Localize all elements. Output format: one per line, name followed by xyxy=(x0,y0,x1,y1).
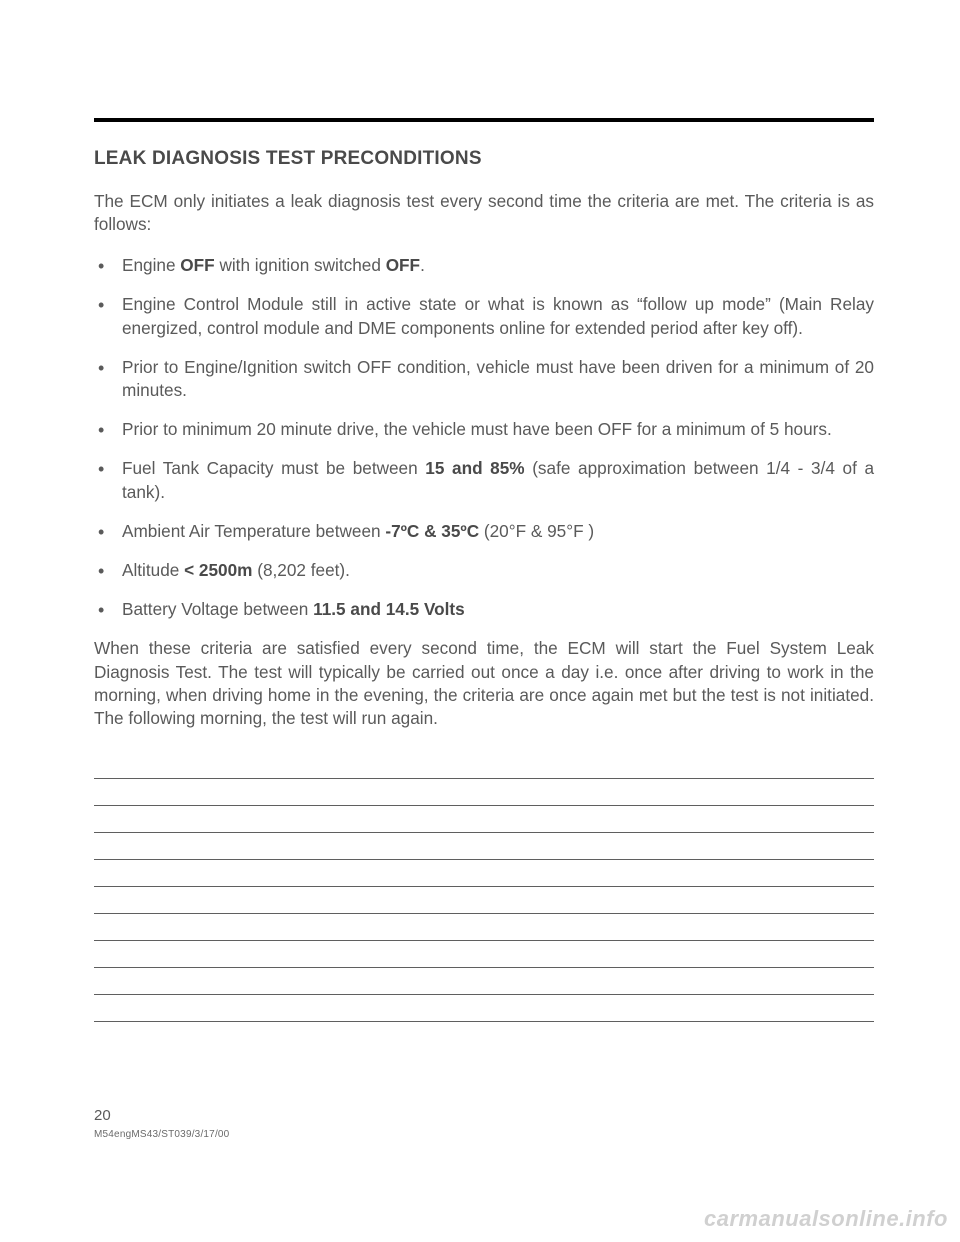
note-line xyxy=(94,968,874,995)
criteria-list: Engine OFF with ignition switched OFF. E… xyxy=(94,254,874,621)
list-text: . xyxy=(420,255,425,275)
list-item: Prior to Engine/Ignition switch OFF cond… xyxy=(94,356,874,402)
watermark: carmanualsonline.info xyxy=(704,1206,948,1232)
list-item: Battery Voltage between 11.5 and 14.5 Vo… xyxy=(94,598,874,621)
bold-text: < 2500m xyxy=(184,560,252,580)
doc-code: M54engMS43/ST039/3/17/00 xyxy=(94,1129,229,1140)
list-text: Fuel Tank Capacity must be between xyxy=(122,458,425,478)
list-text: Engine Control Module still in active st… xyxy=(122,294,874,337)
list-item: Altitude < 2500m (8,202 feet). xyxy=(94,559,874,582)
section-heading: LEAK DIAGNOSIS TEST PRECONDITIONS xyxy=(94,146,874,172)
closing-paragraph: When these criteria are satisfied every … xyxy=(94,637,874,730)
note-line xyxy=(94,860,874,887)
list-text: Engine xyxy=(122,255,180,275)
note-line xyxy=(94,914,874,941)
body-content: LEAK DIAGNOSIS TEST PRECONDITIONS The EC… xyxy=(94,118,874,1022)
bold-text: -7ºC & 35ºC xyxy=(385,521,479,541)
note-line xyxy=(94,779,874,806)
list-text: (20°F & 95°F ) xyxy=(479,521,594,541)
note-line xyxy=(94,752,874,779)
note-line xyxy=(94,995,874,1022)
note-line xyxy=(94,941,874,968)
list-text: (8,202 feet). xyxy=(252,560,349,580)
list-item: Fuel Tank Capacity must be between 15 an… xyxy=(94,457,874,503)
list-text: Altitude xyxy=(122,560,184,580)
list-item: Engine Control Module still in active st… xyxy=(94,293,874,339)
list-text: Ambient Air Temperature between xyxy=(122,521,385,541)
intro-paragraph: The ECM only initiates a leak diagnosis … xyxy=(94,190,874,236)
list-item: Prior to minimum 20 minute drive, the ve… xyxy=(94,418,874,441)
top-rule xyxy=(94,118,874,122)
bold-text: OFF xyxy=(180,255,214,275)
note-line xyxy=(94,833,874,860)
list-item: Engine OFF with ignition switched OFF. xyxy=(94,254,874,277)
bold-text: OFF xyxy=(386,255,420,275)
document-page: LEAK DIAGNOSIS TEST PRECONDITIONS The EC… xyxy=(0,0,960,1242)
list-item: Ambient Air Temperature between -7ºC & 3… xyxy=(94,520,874,543)
bold-text: 11.5 and 14.5 Volts xyxy=(313,599,465,619)
list-text: Prior to Engine/Ignition switch OFF cond… xyxy=(122,357,874,400)
note-lines xyxy=(94,752,874,1022)
list-text: Prior to minimum 20 minute drive, the ve… xyxy=(122,419,832,439)
page-number: 20 xyxy=(94,1107,111,1124)
list-text: Battery Voltage between xyxy=(122,599,313,619)
bold-text: 15 and 85% xyxy=(425,458,524,478)
note-line xyxy=(94,806,874,833)
note-line xyxy=(94,887,874,914)
list-text: with ignition switched xyxy=(215,255,386,275)
